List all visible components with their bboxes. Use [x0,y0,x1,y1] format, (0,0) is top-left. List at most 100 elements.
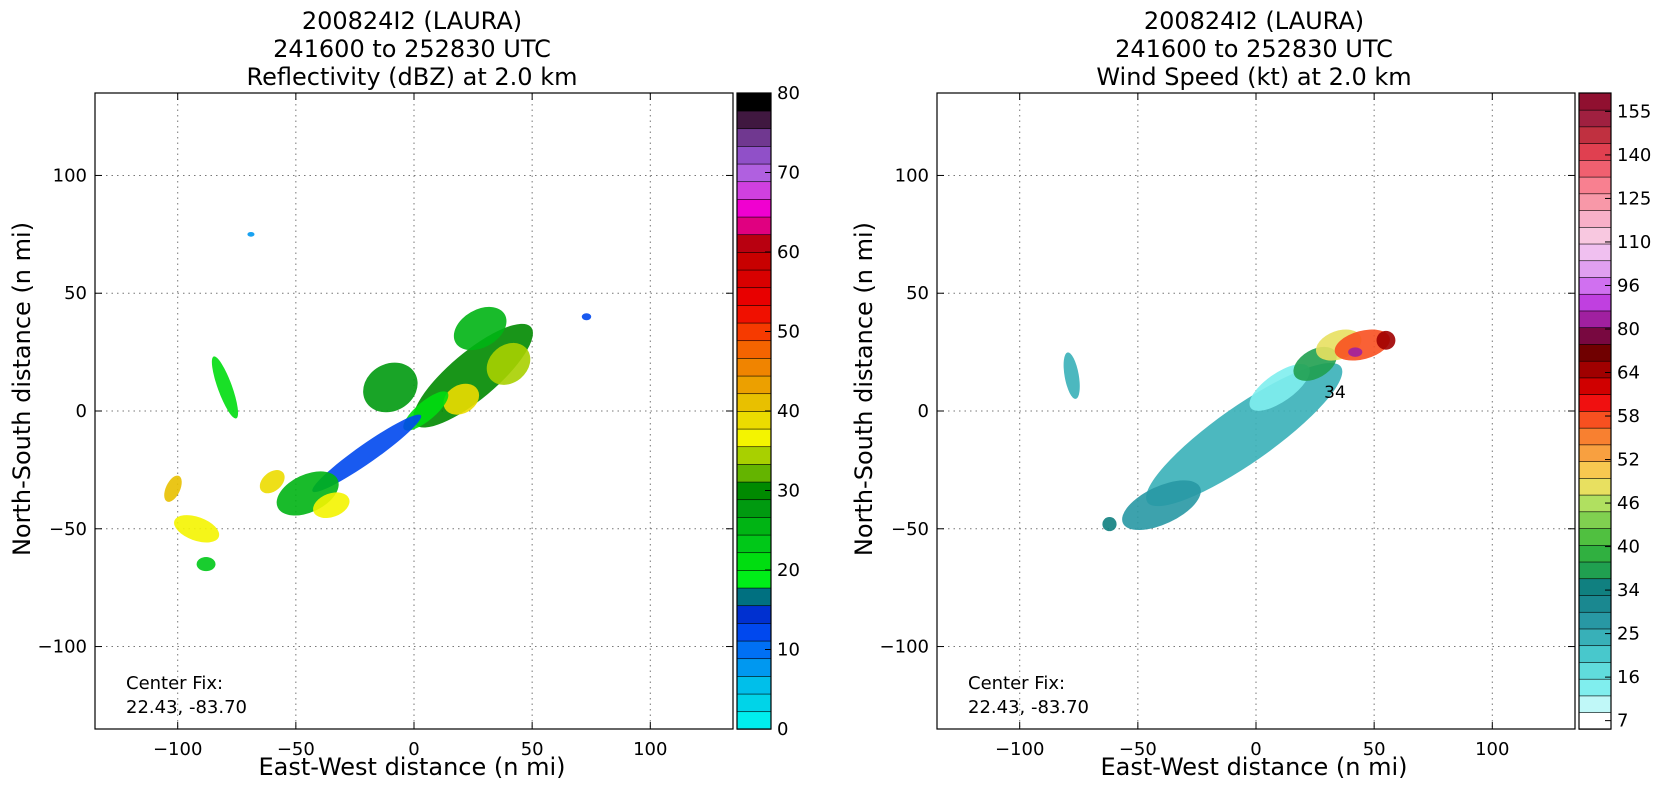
colorbar-segment [736,304,772,324]
colorbar-segment [736,658,772,677]
colorbar-segment [736,198,772,218]
colorbar-segment [736,675,772,695]
colorbar-segment [1578,511,1612,529]
colorbar-segment [1578,293,1612,312]
y-tick-label: 50 [906,283,929,304]
colorbar-segment [736,552,772,571]
colorbar-segment [736,499,772,518]
colorbar-segment [1578,695,1612,713]
colorbar-segment [736,234,772,253]
colorbar-tick-label: 7 [1617,711,1628,732]
colorbar-segment [736,693,772,713]
colorbar-segment [1578,142,1612,161]
data-cell [259,470,285,494]
wind-contour-annotation: 34 [1324,383,1346,403]
wind-title-line-2: 241600 to 252830 UTC [1115,35,1393,63]
colorbar-segment [1578,594,1612,613]
colorbar-tick-label: 25 [1617,624,1640,645]
data-cell [1348,347,1363,357]
y-tick-label: 50 [64,283,87,304]
y-tick-label: 0 [918,401,929,422]
colorbar-segment [736,375,772,395]
data-cell [1376,330,1396,350]
colorbar-tick-label: 34 [1617,580,1640,601]
reflectivity-x-axis-label: East-West distance (n mi) [258,753,565,781]
colorbar-tick-label: 20 [777,560,800,581]
y-tick-label: −50 [49,519,87,540]
colorbar-segment [736,269,772,289]
colorbar-segment [1578,544,1612,563]
y-tick-label: 100 [53,165,87,186]
reflectivity-title-line-1: 200824I2 (LAURA) [302,7,522,35]
data-cell [363,362,418,413]
colorbar-segment [736,181,772,200]
colorbar-tick-label: 52 [1617,450,1640,471]
colorbar-segment [736,446,772,465]
colorbar-tick-label: 64 [1617,363,1640,384]
data-cell [196,557,216,572]
colorbar-segment [736,251,772,271]
colorbar-segment [736,516,772,536]
colorbar-tick-label: 80 [1617,319,1640,340]
x-tick-label: 100 [633,739,667,760]
data-cell [1146,362,1343,507]
reflectivity-y-axis-label: North-South distance (n mi) [8,222,36,556]
colorbar-segment [1578,477,1612,496]
colorbar-segment [1578,176,1612,195]
colorbar-tick-label: 50 [777,322,800,343]
colorbar-tick-label: 16 [1617,667,1640,688]
colorbar-segment [736,410,772,430]
colorbar-segment [1578,109,1612,128]
colorbar-segment [1578,310,1612,329]
colorbar-segment [1578,243,1612,262]
reflectivity-panel: 200824I2 (LAURA) 241600 to 252830 UTC Re… [8,7,800,781]
colorbar-segment [736,428,772,448]
x-tick-label: 50 [521,739,544,760]
field-data [164,231,592,572]
colorbar-tick-label: 0 [777,719,788,740]
colorbar-tick-label: 125 [1617,188,1651,209]
y-tick-label: 100 [895,165,929,186]
colorbar-segment [736,340,772,359]
wind-center-fix-value: 22.43, -83.70 [968,697,1089,718]
colorbar-segment [1578,126,1612,144]
colorbar-segment [1578,360,1612,379]
data-cell [486,342,531,385]
wind-speed-colorbar: 7 16 25 34 40 46 52 58 64 80 96 110 125 140 155 [1578,92,1651,732]
wind-speed-panel: 200824I2 (LAURA) 241600 to 252830 UTC Wi… [850,7,1651,781]
colorbar-segment [736,110,772,130]
colorbar-tick-label: 58 [1617,406,1640,427]
data-cell [1102,517,1117,532]
colorbar-segment [736,145,772,165]
colorbar-tick-label: 40 [777,401,800,422]
wind-center-fix-label: Center Fix: [968,673,1065,694]
colorbar-tick-label: 46 [1617,493,1640,514]
data-cell [313,492,350,519]
colorbar-segment [736,463,772,483]
data-cell [443,383,480,415]
colorbar-tick-label: 60 [777,242,800,263]
colorbar-tick-label: 70 [777,163,800,184]
data-cell [1063,352,1080,399]
reflectivity-colorbar: 0 10 20 30 40 50 60 70 80 [736,83,800,740]
x-tick-label: −50 [1119,739,1157,760]
colorbar-segment [736,128,772,147]
colorbar-segment [1578,92,1612,111]
colorbar-segment [736,287,772,306]
reflectivity-title-line-2: 241600 to 252830 UTC [273,35,551,63]
data-cell [164,475,182,502]
data-cell [453,306,507,351]
colorbar-segment [1578,209,1612,228]
data-cell [174,515,220,543]
colorbar-segment [1578,611,1612,630]
wind-x-axis-label: East-West distance (n mi) [1100,753,1407,781]
y-tick-label: −100 [880,637,929,658]
x-tick-label: 50 [1363,739,1386,760]
colorbar-segment [1578,377,1612,395]
colorbar-segment [1578,393,1612,412]
colorbar-segment [1578,628,1612,647]
colorbar-tick-label: 155 [1617,101,1651,122]
colorbar-segment [736,587,772,607]
colorbar-segment [736,393,772,412]
